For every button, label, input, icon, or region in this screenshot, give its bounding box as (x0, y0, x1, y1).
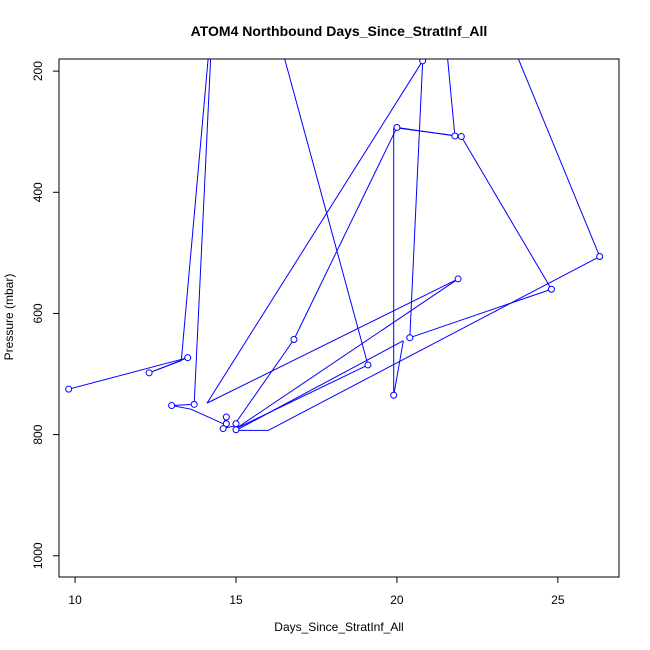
x-axis-label: Days_Since_StratInf_All (274, 620, 403, 634)
data-point (451, 132, 459, 140)
data-point (393, 123, 401, 131)
series-line-segment (235, 364, 369, 430)
series-line-segment (460, 136, 552, 290)
y-tick-label: 400 (31, 182, 45, 202)
data-point (168, 402, 176, 410)
y-tick-label: 800 (31, 424, 45, 444)
series-line-segment (393, 340, 404, 396)
series-line-segment (267, 256, 600, 431)
x-tick-label: 25 (551, 593, 565, 607)
series-line-segment (447, 59, 456, 136)
data-point (190, 400, 198, 408)
series-line-segment (409, 288, 552, 339)
series-line-segment (235, 339, 295, 423)
data-point (457, 133, 465, 141)
series-line-segment (206, 60, 424, 404)
y-axis-label: Pressure (mbar) (2, 274, 16, 361)
data-point (65, 385, 73, 393)
series-line-segment (193, 59, 212, 405)
series-line-segment (284, 59, 369, 366)
data-point (390, 391, 398, 399)
series-line-segment (171, 403, 195, 407)
data-point (222, 420, 230, 428)
series-line-segment (393, 126, 462, 138)
y-tick-label: 600 (31, 303, 45, 323)
series-line-segment (235, 278, 459, 429)
series-line-segment (409, 60, 424, 338)
data-point (232, 420, 240, 428)
data-point (219, 425, 227, 433)
data-point (145, 369, 153, 377)
series-line-segment (517, 59, 601, 257)
series-line-segment (180, 59, 209, 361)
data-point (232, 426, 240, 434)
series-line-segment (206, 278, 459, 404)
data-point (364, 361, 372, 369)
data-point (406, 334, 414, 342)
chart-title: ATOM4 Northbound Days_Since_StratInf_All (191, 23, 488, 39)
x-tick-label: 15 (229, 593, 243, 607)
series-markers (65, 59, 604, 434)
data-point (290, 336, 298, 344)
series-line-segment (68, 357, 188, 390)
data-point (419, 59, 427, 65)
data-point (222, 413, 230, 421)
x-tick-label: 20 (390, 593, 404, 607)
data-point (596, 253, 604, 261)
y-tick-label: 200 (31, 61, 45, 81)
data-point (547, 285, 555, 293)
y-tick-label: 1000 (31, 542, 45, 569)
y-axis: 200 400 600 800 1000 (31, 61, 59, 569)
series-lines (68, 59, 601, 431)
plot-frame (58, 58, 620, 578)
data-point (184, 354, 192, 362)
series-line-segment (148, 360, 182, 374)
series-line-segment (293, 127, 398, 340)
series-line-segment (190, 408, 224, 425)
data-point (454, 275, 462, 283)
x-tick-label: 10 (68, 593, 82, 607)
x-axis: 10 15 20 25 (68, 577, 565, 607)
